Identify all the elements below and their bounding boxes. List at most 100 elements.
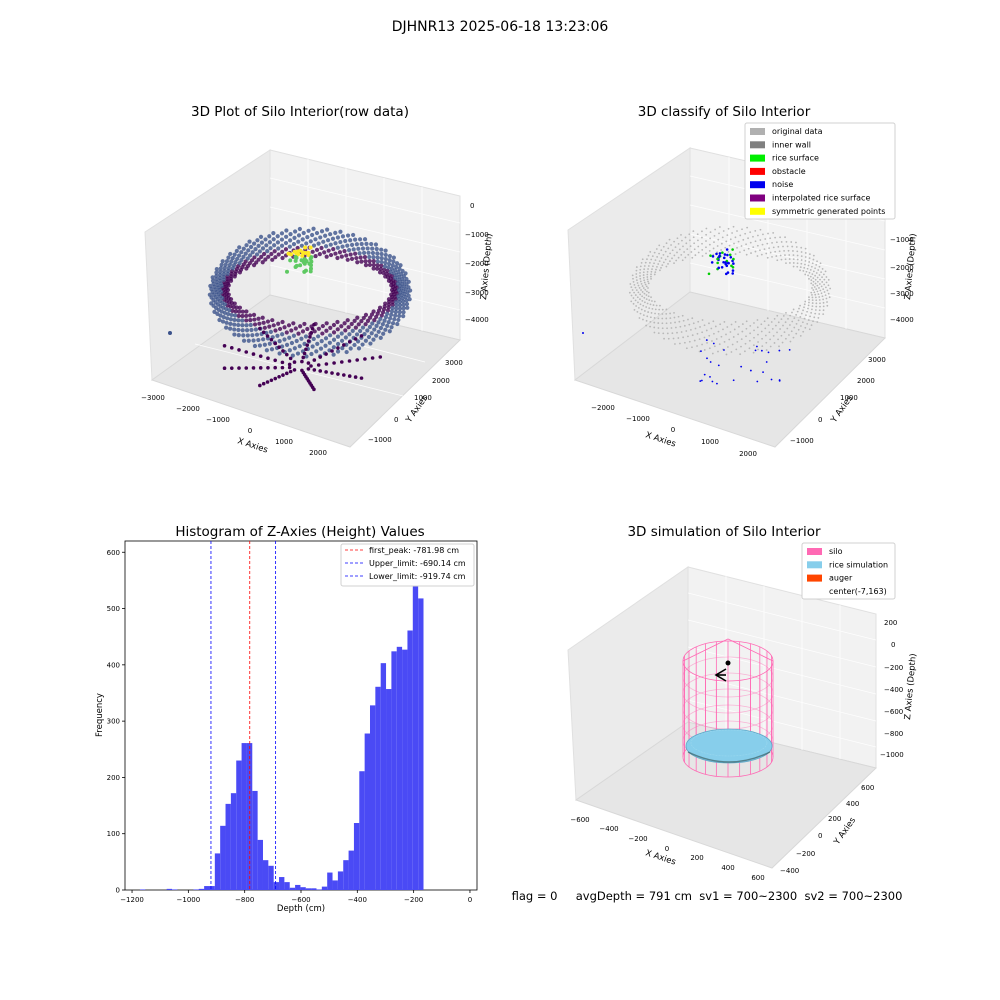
original-data-point bbox=[804, 300, 807, 303]
raw-point bbox=[397, 266, 402, 271]
original-data-point bbox=[726, 326, 729, 328]
raw-point bbox=[302, 321, 307, 327]
classified-point bbox=[725, 248, 729, 251]
raw-point bbox=[254, 260, 259, 265]
plot1-ytick: −1000 bbox=[368, 436, 392, 444]
original-data-point bbox=[776, 331, 778, 334]
original-data-point bbox=[669, 252, 671, 255]
original-data-point bbox=[629, 283, 632, 285]
legend-label: noise bbox=[772, 180, 793, 189]
raw-point bbox=[222, 269, 227, 274]
raw-point bbox=[311, 243, 317, 248]
classified-point bbox=[715, 252, 718, 256]
raw-point bbox=[275, 240, 281, 245]
raw-point bbox=[289, 328, 294, 333]
raw-point bbox=[291, 333, 297, 338]
original-data-point bbox=[720, 335, 723, 338]
noise-point bbox=[756, 345, 758, 348]
original-data-point bbox=[673, 316, 676, 319]
original-data-point bbox=[799, 334, 802, 337]
original-data-point bbox=[734, 321, 737, 323]
raw-point bbox=[328, 232, 333, 237]
original-data-point bbox=[743, 249, 746, 252]
original-data-point bbox=[696, 345, 698, 347]
raw-point bbox=[273, 376, 278, 381]
original-data-point bbox=[811, 262, 814, 265]
raw-point bbox=[340, 244, 345, 249]
original-data-point bbox=[752, 351, 755, 354]
raw-point bbox=[393, 309, 398, 315]
original-data-point bbox=[748, 347, 751, 350]
raw-point bbox=[304, 241, 309, 246]
raw-point bbox=[277, 326, 283, 332]
raw-point bbox=[318, 355, 323, 359]
raw-point bbox=[311, 226, 316, 231]
raw-point bbox=[314, 349, 319, 354]
raw-point bbox=[353, 237, 358, 242]
noise-point bbox=[754, 349, 757, 352]
original-data-point bbox=[792, 308, 795, 311]
original-data-point bbox=[680, 253, 683, 256]
original-data-point bbox=[784, 337, 787, 340]
raw-point bbox=[406, 285, 411, 290]
plot2-ytick: 2000 bbox=[857, 377, 875, 385]
raw-point bbox=[383, 248, 388, 253]
original-data-point bbox=[657, 263, 660, 265]
hist-bar bbox=[418, 598, 424, 890]
raw-point bbox=[232, 252, 237, 257]
raw-point bbox=[261, 337, 266, 342]
original-data-point bbox=[827, 278, 830, 281]
raw-point bbox=[243, 251, 248, 256]
raw-point bbox=[286, 323, 292, 328]
original-data-point bbox=[797, 319, 800, 322]
raw-point bbox=[347, 248, 352, 253]
original-data-point bbox=[638, 287, 641, 289]
original-data-point bbox=[645, 324, 648, 327]
raw-point bbox=[315, 341, 320, 346]
raw-point bbox=[397, 299, 402, 305]
original-data-point bbox=[803, 303, 806, 306]
raw-point bbox=[247, 313, 253, 318]
original-data-point bbox=[671, 249, 674, 252]
raw-point bbox=[330, 349, 334, 353]
original-data-point bbox=[637, 301, 639, 304]
plot4-xtick: 400 bbox=[721, 864, 734, 872]
original-data-point bbox=[635, 305, 638, 307]
raw-point bbox=[241, 254, 246, 259]
raw-point bbox=[323, 233, 328, 238]
original-data-point bbox=[647, 311, 650, 313]
original-data-point bbox=[810, 279, 813, 282]
raw-point bbox=[379, 251, 384, 257]
original-data-point bbox=[814, 293, 817, 296]
raw-point bbox=[302, 351, 307, 356]
raw-point bbox=[279, 237, 285, 242]
raw-point bbox=[225, 316, 230, 321]
original-data-point bbox=[811, 308, 813, 311]
raw-point bbox=[363, 312, 369, 317]
noise-point bbox=[778, 349, 781, 352]
raw-point bbox=[389, 309, 395, 314]
raw-point bbox=[353, 325, 358, 330]
hist-ytick-label: 500 bbox=[107, 605, 120, 613]
original-data-point bbox=[669, 322, 672, 324]
raw-point bbox=[368, 341, 373, 346]
raw-point bbox=[232, 327, 237, 332]
original-data-point bbox=[647, 287, 649, 289]
raw-point bbox=[252, 343, 258, 349]
original-data-point bbox=[807, 264, 810, 267]
raw-point bbox=[241, 246, 246, 251]
raw-point bbox=[292, 368, 297, 372]
noise-point bbox=[765, 361, 768, 363]
classified-point bbox=[710, 261, 714, 264]
raw-point bbox=[298, 324, 303, 329]
original-data-point bbox=[645, 298, 648, 301]
hist-bar bbox=[407, 630, 413, 890]
plot1-ztick: −2000 bbox=[465, 260, 489, 268]
original-data-point bbox=[812, 254, 815, 257]
original-data-point bbox=[789, 314, 792, 317]
legend-label: Upper_limit: -690.14 cm bbox=[369, 559, 466, 568]
raw-point bbox=[356, 246, 361, 251]
original-data-point bbox=[776, 259, 779, 262]
original-data-point bbox=[713, 234, 716, 237]
plot1-ztick: −1000 bbox=[465, 231, 489, 239]
